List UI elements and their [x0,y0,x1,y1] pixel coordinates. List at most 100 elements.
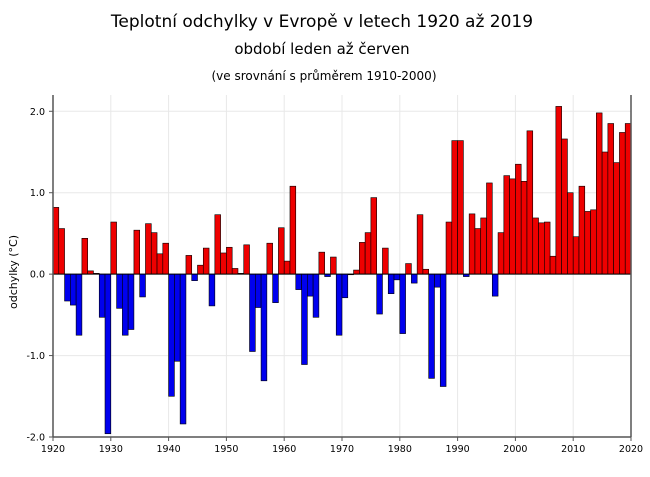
bar-1944 [191,273,198,281]
bar-1942 [179,273,187,425]
y-tick-1: -1.0 [26,351,45,362]
bar-1975 [370,197,377,275]
bar-1999 [509,178,516,275]
x-tick-1990: 1990 [446,444,470,455]
bar-1980 [399,273,406,334]
x-tick-1940: 1940 [157,444,181,455]
bar-1962 [295,273,302,290]
bar-1924 [75,273,83,336]
bar-1945 [197,264,204,275]
bar-2017 [613,162,620,275]
bar-1995 [486,182,493,275]
bar-1996 [491,273,499,297]
bar-2005 [543,221,551,275]
bar-2006 [549,255,557,275]
bar-1937 [150,232,158,275]
bar-1947 [208,273,216,307]
bar-1985 [428,273,435,379]
bar-1976 [376,273,383,315]
bar-1998 [503,175,510,275]
bar-1956 [260,273,268,382]
bar-1925 [81,238,88,275]
bar-1938 [156,253,164,275]
bar-2008 [561,138,568,275]
bar-1923 [70,273,77,306]
bar-1969 [335,273,343,336]
y-tick-0: -2.0 [26,433,45,444]
bar-1974 [364,232,372,275]
y-tick-4: 2.0 [30,107,45,118]
bar-1943 [185,255,193,275]
bar-2003 [532,217,539,275]
bar-1941 [174,273,181,362]
bar-2016 [607,123,614,275]
bar-1933 [127,273,135,330]
bar-1929 [104,273,112,435]
bar-1964 [307,273,314,297]
bar-1931 [116,273,123,309]
bar-2009 [567,192,574,275]
bar-1988 [445,221,453,275]
bar-1982 [411,273,418,284]
bar-1965 [312,273,320,318]
bar-1968 [330,256,337,275]
bar-1963 [301,273,308,365]
y-axis-label: odchylky (°C) [7,235,20,309]
bar-1946 [202,247,210,275]
x-tick-1930: 1930 [99,444,123,455]
y-tick-labels: -2.0 -1.0 0.0 1.0 2.0 [26,107,53,444]
x-tick-1950: 1950 [214,444,238,455]
bar-1954 [249,273,256,352]
bar-1934 [133,229,140,275]
chart-subtitle: období leden až červen [234,40,409,58]
bar-1986 [434,273,441,288]
bar-1960 [283,260,291,275]
bar-2018 [619,132,626,275]
bar-1921 [58,228,65,275]
bar-1930 [110,221,117,275]
bar-2011 [578,185,586,275]
chart-note: (ve srovnání s průměrem 1910-2000) [212,69,437,83]
bar-1977 [382,247,389,275]
x-tick-1920: 1920 [41,444,65,455]
x-tick-2020: 2020 [619,444,643,455]
bar-1989 [451,140,458,275]
bar-1984 [422,268,430,275]
bar-1950 [226,246,233,275]
x-tick-2000: 2000 [503,444,527,455]
x-tick-labels: 1920 1930 1940 1950 1960 1970 1980 1990 2000 2010… [41,437,643,455]
bar-1993 [474,228,482,275]
bar-2000 [515,163,522,275]
bar-1955 [255,273,262,308]
bar-1994 [480,217,487,275]
bar-1932 [122,273,129,336]
bar-1961 [289,185,297,275]
bar-2010 [572,236,580,275]
bar-1951 [231,268,239,275]
bar-1949 [220,252,227,275]
bar-2013 [590,209,597,275]
chart-title: Teplotní odchylky v Evropě v letech 1920… [110,12,533,32]
bar-1972 [353,269,360,275]
y-tick-3: 1.0 [30,188,45,199]
bar-1940 [168,273,175,397]
bar-1978 [387,273,395,294]
bar-1990 [457,140,464,275]
bar-1987 [439,273,447,387]
bar-1920 [52,207,60,275]
bar-1979 [393,273,401,281]
x-tick-1980: 1980 [388,444,412,455]
bar-1983 [416,214,424,275]
x-tick-1960: 1960 [272,444,296,455]
bar-2012 [584,211,591,275]
bar-1973 [359,242,366,275]
bar-1970 [341,273,349,299]
bar-1957 [266,242,273,275]
bar-2007 [555,106,562,275]
x-tick-1970: 1970 [330,444,354,455]
bar-1948 [214,214,221,275]
bar-2015 [601,151,609,275]
bar-2001 [520,181,528,275]
